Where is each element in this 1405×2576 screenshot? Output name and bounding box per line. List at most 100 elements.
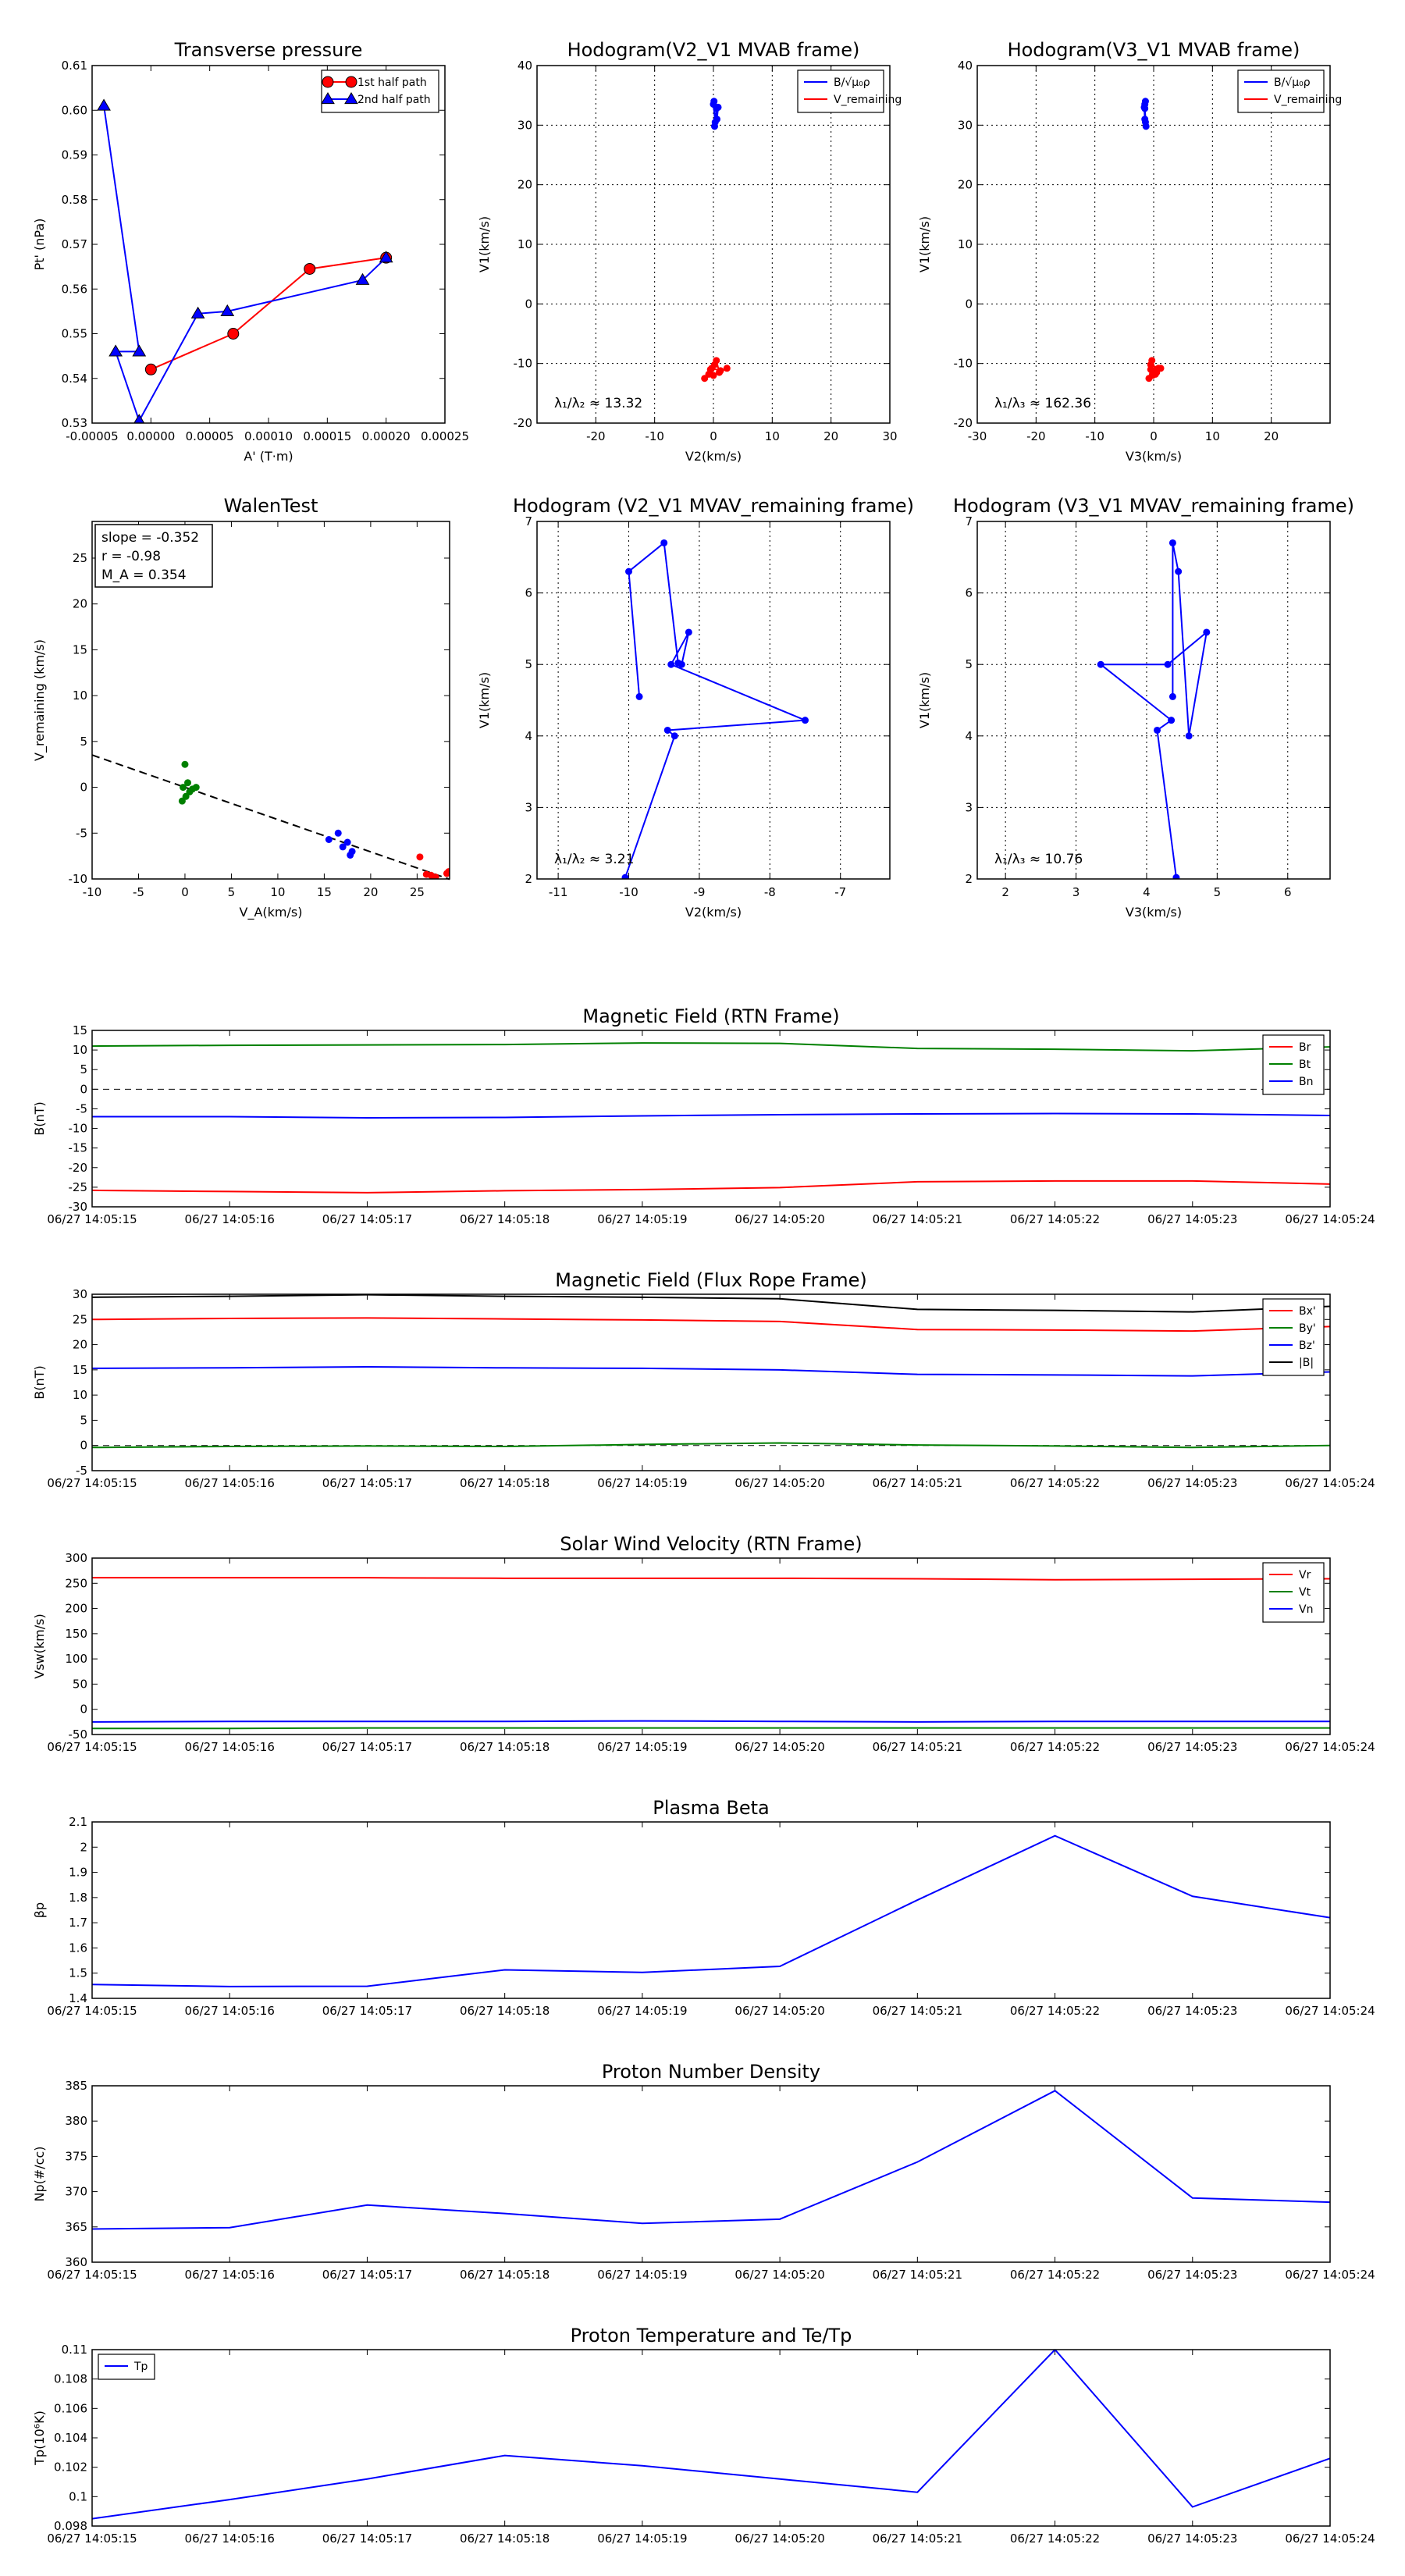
time-tick-label: 06/27 14:05:24: [1285, 1740, 1375, 1754]
y-tick-label: 7: [965, 514, 973, 528]
y-tick-label: 30: [73, 1287, 87, 1301]
x-tick-label: 6: [1284, 885, 1292, 899]
time-tick-label: 06/27 14:05:18: [460, 1476, 550, 1490]
plot-area: [92, 1294, 1330, 1471]
x-tick-label: 20: [363, 885, 378, 899]
axes-frame: [91, 1030, 1331, 1208]
y-tick-label: 370: [65, 2185, 87, 2199]
x-tick-label: -11: [549, 885, 568, 899]
series-line: [92, 2090, 1330, 2230]
x-tick-label: 3: [1072, 885, 1080, 899]
y-tick-label: -5: [76, 826, 87, 840]
time-tick-label: 06/27 14:05:19: [597, 1476, 687, 1490]
x-tick-label: -10: [619, 885, 638, 899]
y-tick-label: 10: [73, 1043, 87, 1057]
data-layer: [92, 1294, 1330, 1449]
data-point: [802, 717, 809, 724]
eigen-ratio-label: λ₁/λ₂ ≈ 13.32: [554, 396, 642, 411]
x-tick-label: 0.00000: [126, 429, 175, 443]
y-tick-label: 30: [958, 118, 973, 132]
y-axis-label: V_remaining (km/s): [32, 639, 48, 761]
legend-label: Tp: [133, 2361, 148, 2373]
data-point: [621, 873, 629, 879]
plasma-beta-chart: 06/27 14:05:15 06/27 14:05:16 06/27 14:05:…: [32, 1797, 1375, 2018]
x-tick-label: 0: [1150, 429, 1158, 443]
y-tick-label: 0.102: [54, 2460, 87, 2475]
x-tick-label: -30: [968, 429, 987, 443]
y-tick-label: 5: [80, 1413, 87, 1427]
data-point: [708, 365, 716, 372]
data-point: [1172, 873, 1180, 879]
x-tick-label: 0: [181, 885, 189, 899]
walen-test-chart: -10 -5 0 5 10 15 20 25 -10 -5 0 5 10 15 20 25 WalenTest V…: [32, 495, 450, 920]
series-line: [92, 1720, 1330, 1723]
legend: B/√μ₀ρ V_remaining: [1237, 69, 1342, 113]
eigen-ratio-label: λ₁/λ₂ ≈ 3.21: [554, 852, 634, 867]
data-point: [445, 868, 450, 876]
y-tick-label: 365: [65, 2220, 87, 2234]
data-point: [343, 838, 351, 846]
time-tick-label: 06/27 14:05:18: [460, 2268, 550, 2282]
time-tick-label: 06/27 14:05:17: [322, 1740, 412, 1754]
axes-frame: [91, 1557, 1331, 1735]
data-point: [1141, 105, 1149, 112]
eigen-ratio-label: λ₁/λ₃ ≈ 10.76: [994, 852, 1083, 867]
walen-info-line: r = -0.98: [101, 549, 161, 564]
data-point: [713, 116, 721, 123]
y-tick-label: 0: [965, 297, 973, 311]
legend-label: Bx': [1299, 1305, 1316, 1318]
hodogram-v3v1-mvab-chart: -30 -20 -10 0 10 20-20-10010203040Hodogram(V3…: [917, 39, 1342, 464]
y-tick-label: 0: [80, 1082, 87, 1096]
x-tick-label: 0: [710, 429, 717, 443]
time-tick-label: 06/27 14:05:21: [873, 1476, 962, 1490]
time-tick-label: 06/27 14:05:16: [185, 1740, 275, 1754]
data-layer: [701, 98, 731, 382]
time-tick-label: 06/27 14:05:19: [597, 2004, 687, 2018]
series-line: [92, 1727, 1330, 1730]
time-tick-label: 06/27 14:05:23: [1147, 1740, 1237, 1754]
y-tick-label: 4: [965, 729, 973, 743]
axes-frame: [91, 2349, 1331, 2527]
x-tick-label: -0.00005: [66, 429, 118, 443]
time-tick-label: 06/27 14:05:24: [1285, 2268, 1375, 2282]
legend-marker: [344, 92, 358, 105]
y-tick-label: -5: [76, 1464, 87, 1478]
data-point: [1168, 539, 1176, 546]
y-tick-label: 0.61: [62, 59, 87, 73]
series-line: [92, 1179, 1330, 1194]
legend-label: V_remaining: [834, 94, 902, 106]
x-tick-label: -20: [586, 429, 606, 443]
y-tick-label: 0.53: [62, 416, 87, 430]
axes-frame: [976, 521, 1331, 880]
time-tick-label: 06/27 14:05:19: [597, 1212, 687, 1226]
time-tick-label: 06/27 14:05:24: [1285, 1212, 1375, 1226]
plot-area: [92, 66, 445, 423]
x-axis-label: V2(km/s): [685, 905, 742, 920]
walen-info-box: slope = -0.352 r = -0.98 M_A = 0.354: [94, 524, 213, 588]
transverse-pressure-chart: -0.00005 0.00000 0.00005 0.00010 0.00015 0.00…: [32, 39, 469, 464]
time-tick-label: 06/27 14:05:21: [873, 2268, 962, 2282]
legend-marker: [322, 76, 334, 88]
y-tick-label: 0.55: [62, 327, 87, 341]
chart-title: Hodogram (V3_V1 MVAV_remaining frame): [953, 495, 1354, 517]
y-tick-label: 0.11: [62, 2343, 87, 2357]
time-tick-label: 06/27 14:05:22: [1010, 2532, 1100, 2546]
time-tick-label: 06/27 14:05:15: [47, 2004, 137, 2018]
y-axis-label: Vsw(km/s): [32, 1614, 47, 1678]
y-tick-label: 15: [73, 1023, 87, 1037]
x-tick-label: 0.00005: [186, 429, 234, 443]
data-point: [334, 829, 342, 837]
y-tick-label: 0.59: [62, 148, 87, 162]
legend-label: Br: [1299, 1041, 1311, 1054]
y-tick-label: 0.098: [54, 2519, 87, 2533]
data-point: [685, 628, 692, 636]
legend-label: B/√μ₀ρ: [1274, 76, 1311, 89]
plot-area: [977, 521, 1330, 879]
chart-title: WalenTest: [224, 495, 318, 517]
y-tick-label: -30: [69, 1200, 88, 1214]
y-tick-label: 4: [525, 729, 532, 743]
data-point: [1142, 123, 1150, 130]
x-tick-label: 0.00015: [303, 429, 351, 443]
data-point: [133, 414, 145, 423]
